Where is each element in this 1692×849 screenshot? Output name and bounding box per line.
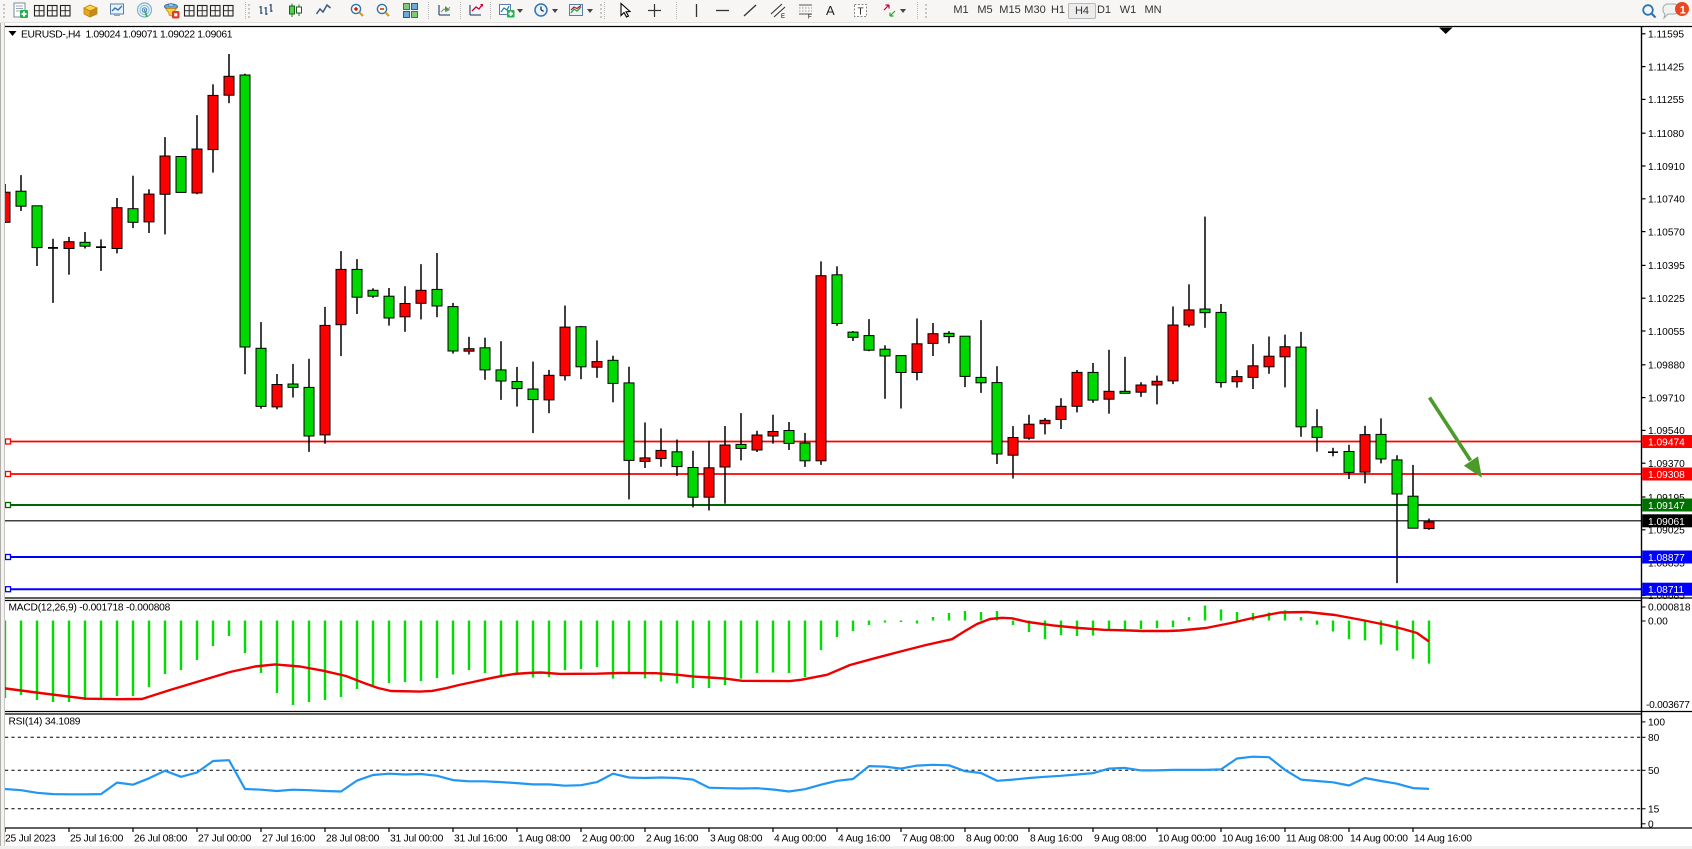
svg-text:RSI(14) 34.1089: RSI(14) 34.1089 [9,717,81,728]
svg-text:14 Aug 00:00: 14 Aug 00:00 [1350,834,1408,845]
svg-text:1.10055: 1.10055 [1648,327,1685,338]
svg-text:1.08711: 1.08711 [1648,585,1684,596]
svg-text:4 Aug 00:00: 4 Aug 00:00 [774,834,827,845]
svg-text:1.10225: 1.10225 [1648,294,1685,305]
svg-text:1.09880: 1.09880 [1648,361,1685,372]
svg-text:1.08855: 1.08855 [1648,558,1685,569]
svg-text:1.11425: 1.11425 [1648,62,1684,73]
svg-text:100: 100 [1648,718,1665,729]
svg-text:10 Aug 00:00: 10 Aug 00:00 [1158,834,1216,845]
svg-text:E: E [781,14,785,19]
svg-text:7 Aug 08:00: 7 Aug 08:00 [902,834,955,845]
svg-text:14 Aug 16:00: 14 Aug 16:00 [1414,834,1472,845]
svg-text:25 Jul 2023: 25 Jul 2023 [5,834,56,845]
svg-text:10 Aug 16:00: 10 Aug 16:00 [1222,834,1280,845]
svg-text:9 Aug 08:00: 9 Aug 08:00 [1094,834,1147,845]
svg-text:2 Aug 16:00: 2 Aug 16:00 [646,834,699,845]
svg-text:1.08685: 1.08685 [1648,591,1685,602]
svg-text:1.09025: 1.09025 [1648,526,1685,537]
svg-text:0.000818: 0.000818 [1648,603,1691,614]
svg-text:31 Jul 16:00: 31 Jul 16:00 [454,834,508,845]
svg-text:27 Jul 00:00: 27 Jul 00:00 [198,834,252,845]
svg-text:15: 15 [1648,805,1660,816]
svg-text:1.10910: 1.10910 [1648,162,1685,173]
svg-text:8 Aug 00:00: 8 Aug 00:00 [966,834,1019,845]
svg-text:MACD(12,26,9) -0.001718 -0.000: MACD(12,26,9) -0.001718 -0.000808 [9,603,171,614]
svg-text:8 Aug 16:00: 8 Aug 16:00 [1030,834,1083,845]
svg-text:26 Jul 08:00: 26 Jul 08:00 [134,834,188,845]
svg-text:EURUSD-,H4 1.09024 1.09071 1.: EURUSD-,H4 1.09024 1.09071 1.09022 1.090… [21,30,233,41]
svg-text:28 Jul 08:00: 28 Jul 08:00 [326,834,380,845]
svg-text:1: 1 [1680,5,1686,17]
svg-text:11 Aug 08:00: 11 Aug 08:00 [1286,834,1343,845]
svg-text:1.09195: 1.09195 [1648,493,1685,504]
svg-text:31 Jul 00:00: 31 Jul 00:00 [390,834,444,845]
svg-text:1.09147: 1.09147 [1648,501,1685,512]
svg-text:27 Jul 16:00: 27 Jul 16:00 [262,834,316,845]
svg-text:1.10570: 1.10570 [1648,227,1685,238]
svg-text:1.09710: 1.09710 [1648,393,1685,404]
svg-text:T: T [858,7,864,18]
svg-text:1.10740: 1.10740 [1648,195,1685,206]
svg-text:1.11255: 1.11255 [1648,95,1684,106]
svg-text:0: 0 [1648,820,1654,831]
svg-text:4 Aug 16:00: 4 Aug 16:00 [838,834,891,845]
svg-text:1.11080: 1.11080 [1648,129,1684,140]
svg-text:25 Jul 16:00: 25 Jul 16:00 [70,834,124,845]
svg-text:1 Aug 08:00: 1 Aug 08:00 [518,834,571,845]
svg-text:1.09540: 1.09540 [1648,426,1685,437]
svg-text:0.00: 0.00 [1648,617,1668,628]
svg-text:80: 80 [1648,733,1660,744]
svg-text:-0.003677: -0.003677 [1646,700,1690,711]
svg-text:2 Aug 00:00: 2 Aug 00:00 [582,834,635,845]
svg-text:50: 50 [1648,766,1660,777]
svg-text:F: F [808,15,812,20]
svg-text:1.09474: 1.09474 [1648,438,1685,449]
svg-text:1.09308: 1.09308 [1648,470,1685,481]
svg-text:1.08877: 1.08877 [1648,553,1685,564]
svg-text:1.09370: 1.09370 [1648,459,1685,470]
svg-text:1.11595: 1.11595 [1648,30,1684,41]
svg-text:1.10395: 1.10395 [1648,261,1685,272]
svg-text:1.09061: 1.09061 [1648,517,1685,528]
svg-text:3 Aug 08:00: 3 Aug 08:00 [710,834,763,845]
